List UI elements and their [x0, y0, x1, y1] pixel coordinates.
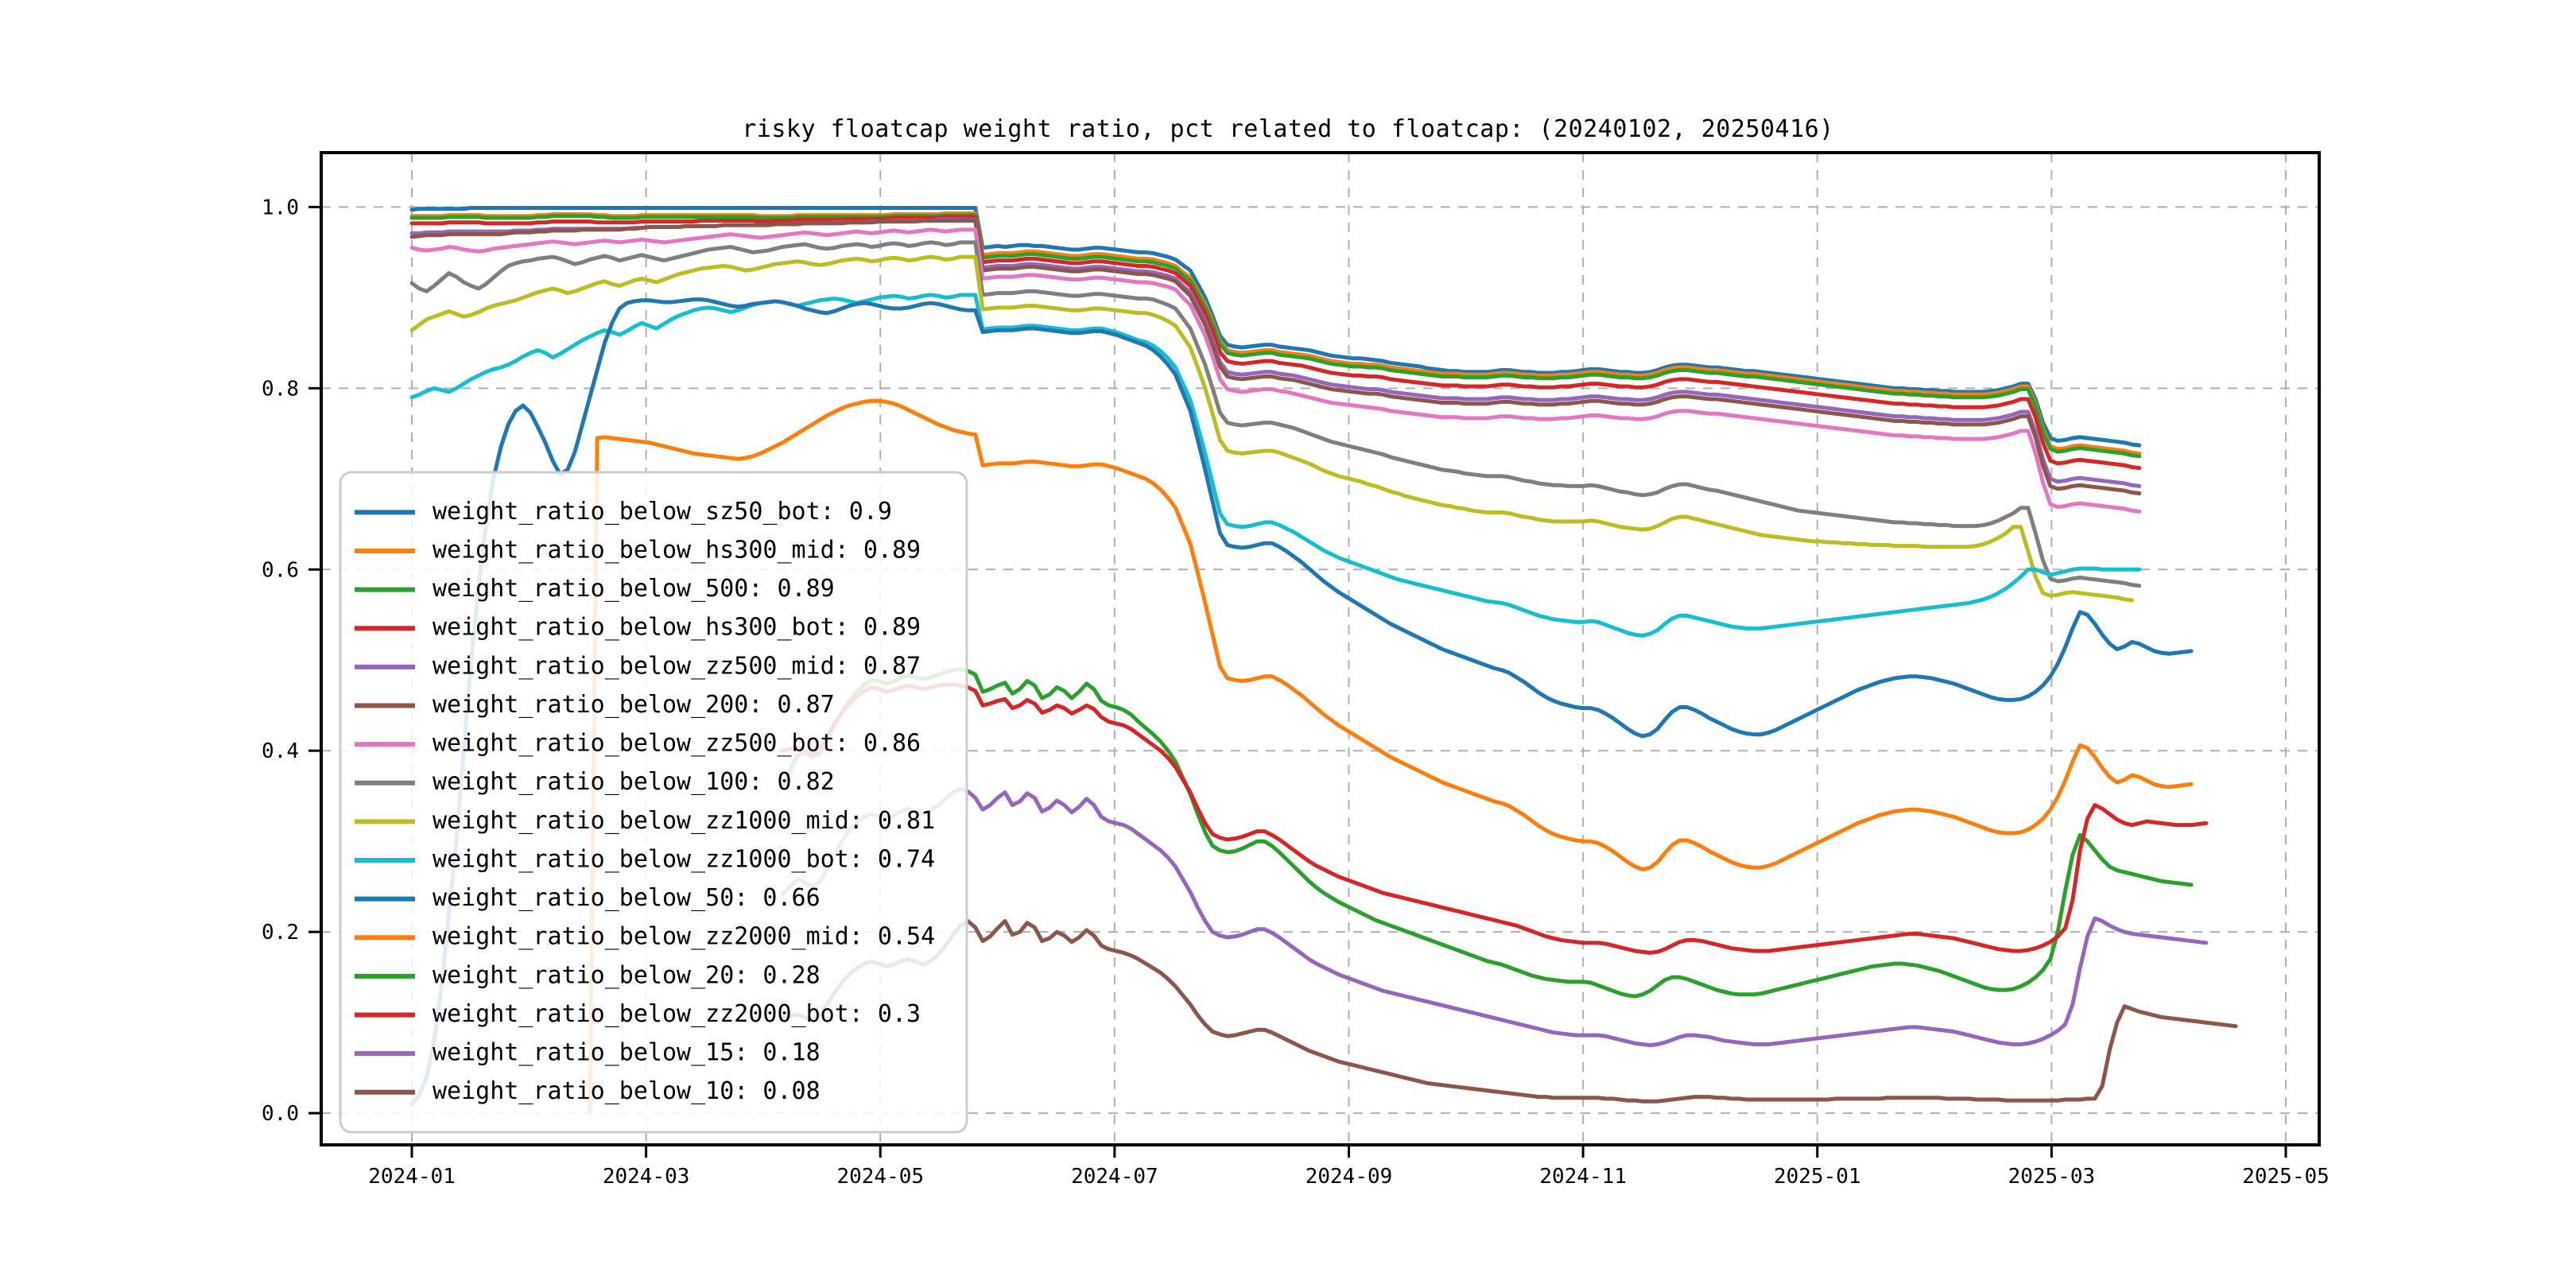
legend-label-weight_ratio_below_zz500_bot[interactable]: weight_ratio_below_zz500_bot: 0.86 [433, 730, 921, 758]
x-tick-label: 2024-01 [368, 1165, 456, 1189]
x-tick-label: 2025-01 [1774, 1165, 1861, 1189]
x-tick-label: 2024-11 [1539, 1165, 1627, 1189]
legend-label-weight_ratio_below_zz2000_mid[interactable]: weight_ratio_below_zz2000_mid: 0.54 [433, 923, 935, 951]
series-group [409, 206, 2238, 1115]
y-tick-label: 0.6 [262, 558, 299, 582]
x-tick-label: 2024-03 [603, 1165, 690, 1189]
x-tick-label: 2024-07 [1071, 1165, 1158, 1189]
legend-label-weight_ratio_below_500[interactable]: weight_ratio_below_500: 0.89 [433, 575, 835, 603]
y-tick-label: 0.2 [262, 921, 299, 945]
x-tick-label: 2024-09 [1305, 1165, 1393, 1189]
legend-label-weight_ratio_below_zz500_mid[interactable]: weight_ratio_below_zz500_mid: 0.87 [433, 652, 921, 680]
legend-label-weight_ratio_below_hs300_bot[interactable]: weight_ratio_below_hs300_bot: 0.89 [433, 614, 921, 642]
axes-spines [320, 151, 2321, 1146]
series-line-weight_ratio_below_500 [409, 213, 2142, 459]
x-tick-label: 2024-05 [836, 1165, 924, 1189]
legend-label-weight_ratio_below_15[interactable]: weight_ratio_below_15: 0.18 [433, 1039, 821, 1067]
series-line-weight_ratio_below_20 [780, 667, 2194, 999]
legend-label-weight_ratio_below_sz50_bot[interactable]: weight_ratio_below_sz50_bot: 0.9 [433, 498, 892, 526]
legend-label-weight_ratio_below_100[interactable]: weight_ratio_below_100: 0.82 [433, 768, 835, 796]
chart-legend[interactable]: weight_ratio_below_sz50_bot: 0.9 weight_r… [339, 471, 968, 1134]
series-line-weight_ratio_below_50 [409, 297, 2194, 1107]
legend-label-weight_ratio_below_50[interactable]: weight_ratio_below_50: 0.66 [433, 884, 821, 912]
y-tick-label: 1.0 [262, 196, 299, 219]
legend-label-weight_ratio_below_zz1000_bot[interactable]: weight_ratio_below_zz1000_bot: 0.74 [433, 845, 935, 873]
legend-label-weight_ratio_below_hs300_mid[interactable]: weight_ratio_below_hs300_mid: 0.89 [433, 536, 921, 564]
series-line-weight_ratio_below_10 [780, 918, 2238, 1104]
legend-label-weight_ratio_below_20[interactable]: weight_ratio_below_20: 0.28 [433, 961, 821, 989]
series-line-weight_ratio_below_15 [780, 786, 2209, 1048]
series-line-weight_ratio_below_zz2000_bot [780, 682, 2209, 955]
legend-label-weight_ratio_below_zz1000_mid[interactable]: weight_ratio_below_zz1000_mid: 0.81 [433, 807, 935, 835]
page-title: risky floatcap weight ratio, pct related… [742, 115, 1834, 143]
y-tick-label: 0.4 [262, 739, 299, 763]
y-tick-label: 0.8 [262, 377, 299, 401]
series-line-weight_ratio_below_hs300_bot [409, 215, 2142, 471]
series-line-weight_ratio_below_zz500_bot [409, 227, 2142, 514]
axis-ticks: 0.0 0.2 0.4 0.6 0.8 1.0 2024-01 2024-03 2024-05 2… [262, 196, 2330, 1189]
series-line-weight_ratio_below_200 [409, 218, 2142, 496]
series-line-weight_ratio_below_zz1000_mid [409, 254, 2134, 603]
legend-label-weight_ratio_below_10[interactable]: weight_ratio_below_10: 0.08 [433, 1077, 821, 1105]
y-tick-label: 0.0 [262, 1102, 299, 1126]
series-line-weight_ratio_below_sz50_bot [409, 206, 2142, 448]
series-line-weight_ratio_below_zz1000_bot [409, 293, 2142, 638]
legend-label-weight_ratio_below_zz2000_bot[interactable]: weight_ratio_below_zz2000_bot: 0.3 [433, 1000, 921, 1028]
series-line-weight_ratio_below_zz2000_mid [588, 398, 2194, 1115]
series-line-weight_ratio_below_100 [409, 240, 2142, 588]
x-tick-label: 2025-05 [2242, 1165, 2330, 1189]
legend-label-weight_ratio_below_200[interactable]: weight_ratio_below_200: 0.87 [433, 691, 835, 719]
x-tick-label: 2025-03 [2008, 1165, 2096, 1189]
